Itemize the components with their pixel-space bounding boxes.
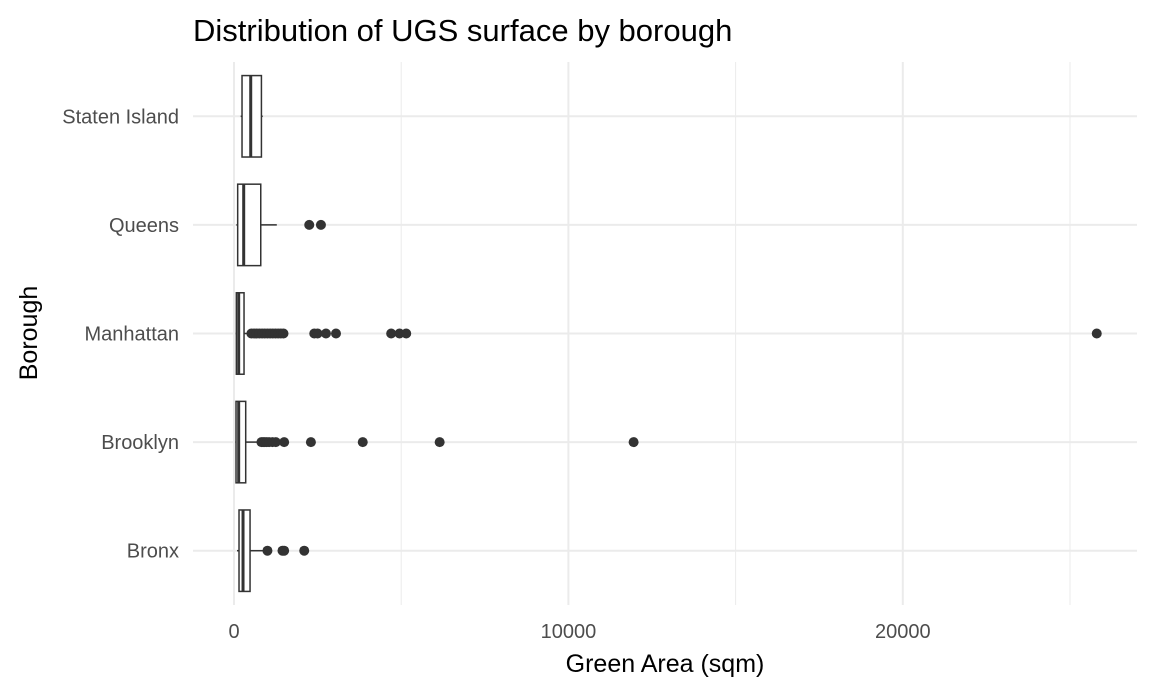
box-bronx xyxy=(237,509,310,593)
outlier-point xyxy=(262,545,273,556)
outlier-point xyxy=(330,328,341,339)
boxes xyxy=(235,74,1102,593)
x-tick-labels: 0 10000 20000 xyxy=(228,621,930,643)
outlier-point xyxy=(357,437,368,448)
x-tick-label: 10000 xyxy=(541,621,597,643)
y-tick-labels: Bronx Brooklyn Manhattan Queens Staten Islan… xyxy=(62,106,179,562)
x-tick-label: 0 xyxy=(228,621,239,643)
y-tick-label: Bronx xyxy=(127,541,179,563)
box-iqr xyxy=(236,183,262,267)
y-tick-label: Queens xyxy=(109,215,179,237)
outlier-point xyxy=(386,328,397,339)
outlier-point xyxy=(270,437,281,448)
box-manhattan xyxy=(235,292,1102,375)
outlier-point xyxy=(305,437,316,448)
outlier-point xyxy=(315,219,326,230)
box-queens xyxy=(236,183,326,267)
outlier-point xyxy=(279,545,290,556)
outlier-point xyxy=(434,437,445,448)
outlier-point xyxy=(299,545,310,556)
y-tick-label: Manhattan xyxy=(84,324,179,346)
box-iqr xyxy=(235,292,245,375)
box-iqr xyxy=(238,509,251,593)
y-axis-title: Borough xyxy=(15,286,43,381)
y-tick-label: Brooklyn xyxy=(101,432,179,454)
outlier-point xyxy=(279,437,290,448)
grid xyxy=(193,62,1137,605)
outlier-point xyxy=(304,219,315,230)
outlier-point xyxy=(1091,328,1102,339)
x-tick-label: 20000 xyxy=(875,621,931,643)
box-brooklyn xyxy=(235,400,639,484)
box-iqr xyxy=(235,400,247,484)
x-axis-title: Green Area (sqm) xyxy=(566,650,765,678)
y-tick-label: Staten Island xyxy=(62,106,179,128)
outlier-point xyxy=(278,328,289,339)
outlier-point xyxy=(628,437,639,448)
box-staten-island xyxy=(240,74,263,158)
outlier-point xyxy=(312,328,323,339)
chart-title: Distribution of UGS surface by borough xyxy=(193,13,732,48)
outlier-point xyxy=(320,328,331,339)
outlier-point xyxy=(401,328,412,339)
